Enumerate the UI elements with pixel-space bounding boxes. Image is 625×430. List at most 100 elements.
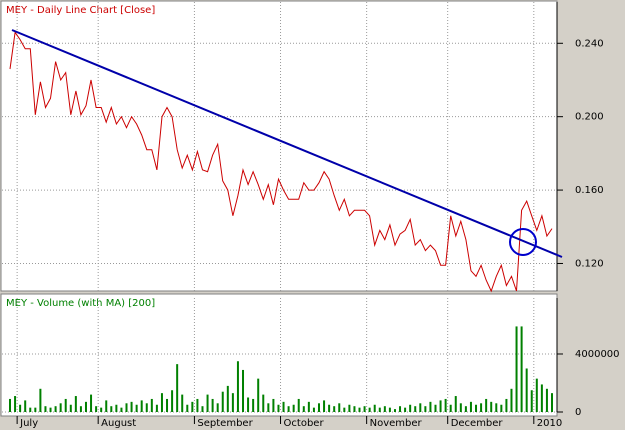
y-tick-label: 0.240: [575, 38, 604, 49]
volume-bar: [388, 407, 391, 412]
volume-bar: [338, 403, 341, 412]
volume-bar: [393, 409, 396, 412]
volume-bar: [307, 401, 310, 412]
x-tick-label: July: [19, 418, 38, 429]
volume-bar: [231, 393, 234, 412]
volume-bar: [323, 400, 326, 412]
volume-bar: [439, 400, 442, 412]
volume-bar: [120, 407, 123, 412]
volume-bar: [500, 404, 503, 412]
volume-bar: [186, 404, 189, 412]
volume-bar: [454, 396, 457, 412]
volume-bar: [110, 406, 113, 412]
volume-bar: [317, 403, 320, 412]
volume-bar: [24, 400, 27, 412]
y-tick-label: 0.120: [575, 258, 604, 269]
volume-bar: [409, 404, 412, 412]
volume-bar: [297, 398, 300, 412]
volume-bar: [196, 398, 199, 412]
volume-bar: [95, 406, 98, 412]
volume-bar: [257, 378, 260, 412]
volume-bar: [475, 404, 478, 412]
volume-bar: [469, 401, 472, 412]
volume-bar: [14, 396, 17, 412]
volume-bar: [525, 368, 528, 412]
volume-bar: [373, 404, 376, 412]
volume-bar: [419, 403, 422, 412]
volume-bar: [378, 407, 381, 412]
volume-bar: [191, 401, 194, 412]
volume-bar: [216, 403, 219, 412]
volume-bar: [160, 393, 163, 412]
volume-bar: [201, 406, 204, 412]
volume-bar: [64, 398, 67, 412]
volume-bar: [348, 404, 351, 412]
volume-bar: [328, 404, 331, 412]
volume-bar: [399, 406, 402, 412]
volume-bar: [363, 406, 366, 412]
volume-bar: [429, 401, 432, 412]
x-tick-label: 2010: [537, 418, 562, 429]
volume-bar: [404, 407, 407, 412]
volume-bar: [155, 404, 158, 412]
volume-bar: [551, 393, 553, 412]
volume-bar: [414, 406, 417, 412]
y-tick-label: 4000000: [575, 349, 620, 360]
volume-bar: [535, 378, 538, 412]
volume-bar: [90, 394, 93, 412]
x-tick-label: October: [284, 418, 325, 429]
volume-bar: [145, 403, 148, 412]
volume-bar: [495, 403, 498, 412]
volume-bar: [464, 406, 467, 412]
volume-bar: [54, 406, 57, 412]
volume-bar: [150, 398, 153, 412]
volume-bar: [140, 400, 143, 412]
volume-bar: [302, 406, 305, 412]
volume-bar: [19, 404, 22, 412]
x-tick-label: September: [197, 418, 253, 429]
volume-bar: [206, 394, 209, 412]
volume-bar: [226, 385, 229, 412]
volume-panel: [0, 293, 558, 417]
volume-bar: [262, 394, 265, 412]
volume-bar: [424, 406, 427, 412]
volume-bar: [540, 384, 543, 412]
volume-bar: [459, 403, 462, 412]
volume-bar: [105, 400, 108, 412]
volume-bar: [69, 404, 72, 412]
x-tick-label: November: [370, 418, 423, 429]
volume-bar: [236, 361, 239, 412]
volume-bar: [34, 407, 37, 412]
volume-bar: [59, 403, 62, 412]
volume-bar: [277, 404, 280, 412]
volume-bar: [211, 398, 214, 412]
volume-bar: [510, 388, 513, 412]
volume-bar: [545, 388, 548, 412]
y-tick-label: 0.160: [575, 185, 604, 196]
y-tick-label: 0.200: [575, 112, 604, 123]
volume-bar: [449, 404, 452, 412]
volume-bar: [292, 404, 295, 412]
volume-bar: [515, 326, 518, 412]
volume-bar: [125, 403, 128, 412]
volume-bar: [353, 406, 356, 412]
volume-bar: [485, 398, 488, 412]
volume-bar: [171, 390, 174, 412]
volume-bar: [343, 407, 346, 412]
volume-bar: [520, 326, 523, 412]
volume-bar: [505, 398, 508, 412]
volume-bar: [100, 407, 103, 412]
volume-bar: [267, 403, 270, 412]
volume-bar: [221, 391, 224, 412]
x-tick-label: December: [451, 418, 504, 429]
volume-bar: [176, 364, 179, 412]
y-tick-label: 0: [575, 407, 581, 418]
volume-bar: [287, 406, 290, 412]
volume-bar: [49, 407, 52, 412]
volume-bar: [358, 407, 361, 412]
volume-bar: [480, 403, 483, 412]
volume-bar: [39, 388, 42, 412]
